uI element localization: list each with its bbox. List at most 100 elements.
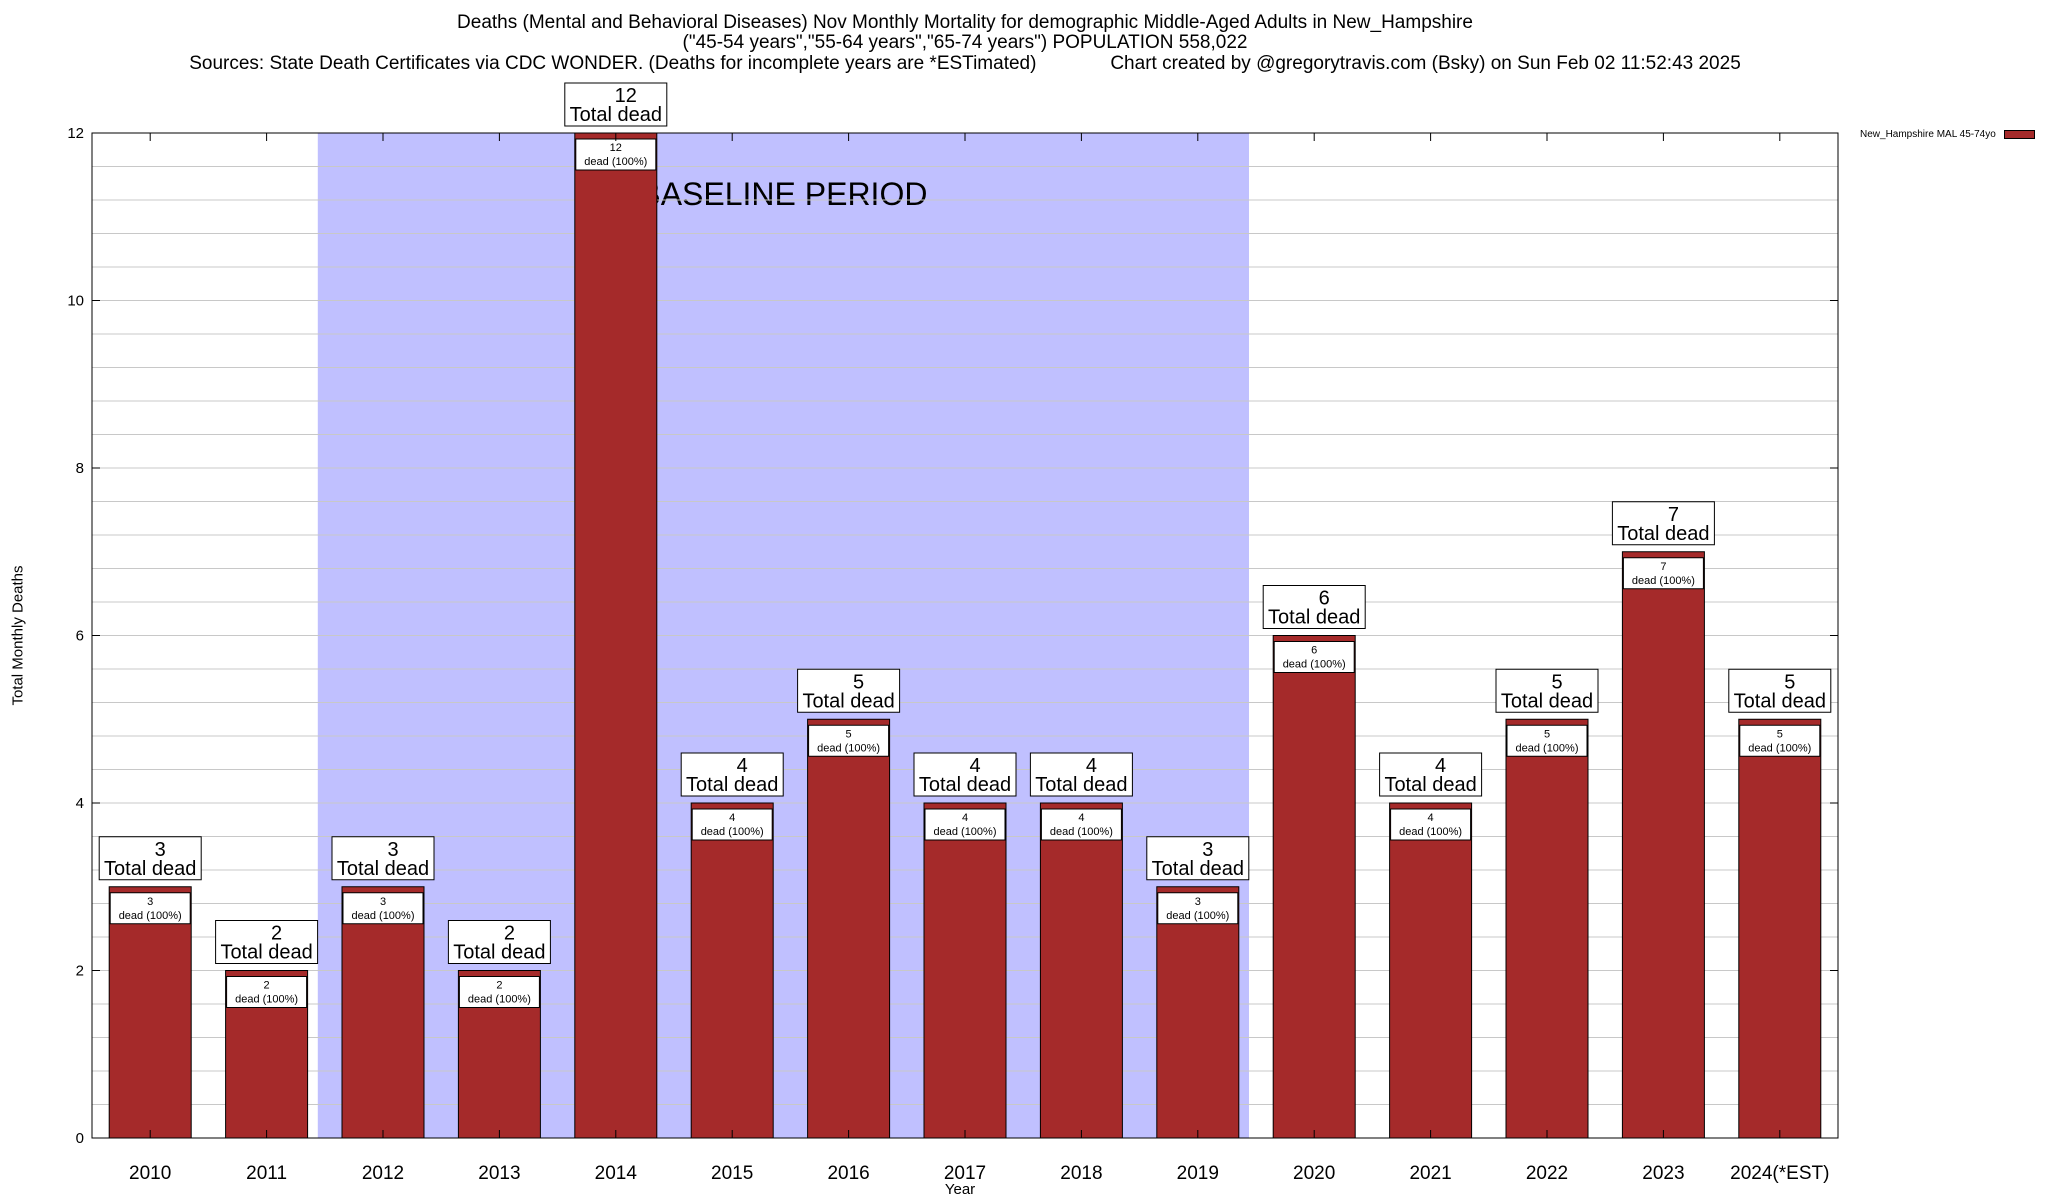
bar-top-label-box [913, 752, 1017, 797]
bar-inner-value: 5 [1544, 728, 1550, 740]
bar-inner-text: dead (100%) [584, 156, 647, 168]
bar-inner-label-box [1622, 557, 1704, 590]
bar [1272, 635, 1356, 1139]
x-tick-label: 2013 [478, 1163, 520, 1184]
bar-top-text: Total dead [1384, 774, 1476, 796]
bar-inner-text: dead (100%) [352, 910, 415, 922]
bar-inner-label-box [575, 138, 657, 171]
bar-top-text: Total dead [1617, 523, 1709, 545]
bar-top-label-box [1611, 501, 1715, 546]
bar-inner-text: dead (100%) [1632, 575, 1695, 587]
bar-top-value: 2 [271, 923, 282, 945]
x-tick-label: 2022 [1526, 1163, 1568, 1184]
chart-title: Deaths (Mental and Behavioral Diseases) … [457, 12, 1473, 33]
bar-inner-text: dead (100%) [1050, 826, 1113, 838]
bar-top-value: 3 [155, 839, 166, 861]
bar-top-value: 4 [1435, 755, 1446, 777]
y-tick-label: 8 [76, 460, 84, 477]
bar [108, 886, 192, 1139]
x-axis-label: Year [944, 1181, 976, 1198]
x-tick-label: 2023 [1642, 1163, 1684, 1184]
bar-top-text: Total dead [1501, 690, 1593, 712]
bar-top-label-box [215, 920, 319, 964]
bar-inner-text: dead (100%) [119, 910, 182, 922]
bar [1389, 802, 1473, 1139]
bar-top-value: 7 [1668, 504, 1679, 526]
bar-top-text: Total dead [337, 858, 429, 880]
bar [690, 802, 774, 1139]
bar-inner-value: 4 [1078, 812, 1084, 824]
bar-top-label-box [797, 668, 901, 713]
y-tick-label: 10 [67, 293, 84, 310]
bar-top-label-box [1728, 668, 1832, 713]
bar-inner-label-box [109, 892, 191, 925]
bar-inner-value: 3 [380, 896, 386, 908]
bar-inner-value: 7 [1660, 561, 1666, 573]
bar-top-label-box [331, 836, 435, 881]
legend-label: New_Hampshire MAL 45-74yo [1860, 129, 1996, 140]
chart-subtitle: ("45-54 years","55-64 years","65-74 year… [682, 32, 1248, 53]
bar [1738, 718, 1822, 1139]
bar-top-text: Total dead [220, 942, 312, 964]
x-tick-label: 2014 [595, 1163, 638, 1184]
bar-inner-text: dead (100%) [1166, 910, 1229, 922]
x-tick-label: 2017 [944, 1163, 986, 1184]
plot-frame [91, 132, 1839, 1139]
bar-top-value: 12 [615, 85, 637, 107]
bar-top-text: Total dead [919, 774, 1011, 796]
bar-top-text: Total dead [1734, 690, 1826, 712]
x-tick-label: 2018 [1060, 1163, 1102, 1184]
bar [574, 132, 658, 1139]
bar-top-text: Total dead [802, 690, 894, 712]
y-tick-label: 12 [67, 125, 84, 142]
bar-inner-label-box [1506, 724, 1588, 757]
bar [341, 886, 425, 1139]
bar-inner-value: 4 [1428, 812, 1434, 824]
bar-top-label-box [1029, 752, 1133, 797]
bar-inner-label-box [342, 892, 424, 925]
bar-inner-value: 4 [729, 812, 735, 824]
y-tick-label: 0 [76, 1130, 84, 1147]
bar-top-text: Total dead [1268, 607, 1360, 629]
x-tick-label: 2020 [1293, 1163, 1335, 1184]
bar-top-value: 4 [737, 755, 748, 777]
bar-inner-label-box [1739, 724, 1821, 757]
bar-top-text: Total dead [570, 104, 662, 126]
x-tick-label: 2015 [711, 1163, 753, 1184]
bar-inner-value: 4 [962, 812, 968, 824]
bar-inner-value: 3 [147, 896, 153, 908]
bar-top-text: Total dead [1152, 858, 1244, 880]
bar [1505, 718, 1589, 1139]
bar-top-label-box [447, 920, 551, 964]
bar-inner-value: 5 [846, 728, 852, 740]
bar-top-value: 3 [1202, 839, 1213, 861]
bar-inner-text: dead (100%) [817, 742, 880, 754]
y-tick-label: 2 [76, 963, 84, 980]
bar-top-value: 6 [1319, 588, 1330, 610]
bar-top-label-box [98, 836, 202, 881]
bar-inner-text: dead (100%) [701, 826, 764, 838]
bar-inner-value: 3 [1195, 896, 1201, 908]
x-tick-label: 2010 [129, 1163, 171, 1184]
bar-inner-value: 5 [1777, 728, 1783, 740]
bar-top-value: 5 [853, 671, 864, 693]
bar-inner-label-box [1273, 641, 1355, 673]
bar-top-text: Total dead [453, 942, 545, 964]
bar-inner-label-box [924, 808, 1006, 841]
bar-inner-value: 2 [264, 980, 270, 992]
bar [1621, 551, 1705, 1139]
bar-inner-text: dead (100%) [1748, 742, 1811, 754]
x-tick-label: 2012 [362, 1163, 404, 1184]
bar-top-text: Total dead [1035, 774, 1127, 796]
bar-top-text: Total dead [104, 858, 196, 880]
x-tick-label: 2016 [827, 1163, 869, 1184]
x-tick-label: 2021 [1409, 1163, 1451, 1184]
bar-inner-label-box [808, 724, 890, 757]
bar-top-value: 5 [1784, 671, 1795, 693]
bar [1156, 886, 1240, 1139]
x-tick-label: 2011 [246, 1163, 287, 1184]
bar-top-label-box [1495, 668, 1599, 713]
bar-top-value: 2 [504, 923, 515, 945]
bar-top-text: Total dead [686, 774, 778, 796]
